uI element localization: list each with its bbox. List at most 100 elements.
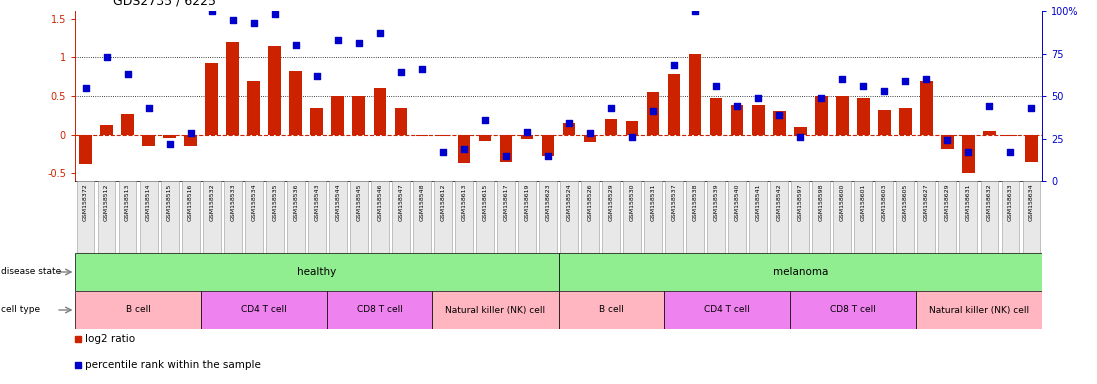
Bar — [310, 108, 323, 135]
Text: GSM158541: GSM158541 — [756, 183, 760, 221]
Bar — [432, 291, 558, 329]
Bar — [815, 96, 827, 135]
Point — [224, 17, 241, 23]
Bar — [327, 291, 432, 329]
Text: GSM158512: GSM158512 — [104, 183, 109, 221]
Bar — [226, 42, 239, 135]
Text: GSM158617: GSM158617 — [504, 183, 508, 221]
Bar — [563, 123, 575, 135]
Bar — [602, 181, 620, 253]
Bar — [143, 135, 155, 146]
Text: GSM158615: GSM158615 — [483, 183, 487, 220]
Bar — [203, 181, 220, 253]
Point — [917, 76, 935, 82]
Bar — [122, 114, 134, 135]
Bar — [497, 181, 514, 253]
Text: GSM158623: GSM158623 — [545, 183, 551, 221]
Bar — [584, 135, 597, 142]
Text: GSM158529: GSM158529 — [609, 183, 613, 221]
Text: GSM158612: GSM158612 — [440, 183, 445, 221]
Bar — [521, 135, 533, 139]
Bar — [308, 181, 326, 253]
Bar — [224, 181, 241, 253]
Bar — [644, 181, 661, 253]
Text: GSM158533: GSM158533 — [230, 183, 235, 221]
Text: GSM158542: GSM158542 — [777, 183, 782, 221]
Point — [287, 42, 305, 48]
Point — [371, 30, 388, 36]
Point — [728, 103, 746, 109]
Point — [265, 12, 283, 18]
Text: GSM158544: GSM158544 — [336, 183, 340, 221]
Bar — [962, 135, 975, 173]
Point — [245, 20, 262, 26]
Text: GSM158597: GSM158597 — [798, 183, 803, 221]
Bar — [668, 74, 680, 135]
Text: GSM158530: GSM158530 — [630, 183, 634, 221]
Text: percentile rank within the sample: percentile rank within the sample — [84, 360, 260, 370]
Point — [666, 62, 683, 68]
Point — [623, 134, 641, 140]
Bar — [561, 181, 578, 253]
Point — [77, 84, 94, 91]
Bar — [265, 181, 284, 253]
Point — [749, 94, 767, 101]
Bar — [269, 46, 281, 135]
Text: GSM158372: GSM158372 — [83, 183, 88, 221]
Bar — [938, 181, 957, 253]
Text: GSM158634: GSM158634 — [1029, 183, 1034, 221]
Bar — [182, 181, 200, 253]
Point — [139, 105, 157, 111]
Point — [161, 141, 179, 147]
Bar — [329, 181, 347, 253]
Bar — [623, 181, 641, 253]
Bar — [834, 181, 851, 253]
Text: GSM158524: GSM158524 — [566, 183, 572, 221]
Point — [834, 76, 851, 82]
Bar — [434, 181, 452, 253]
Point — [329, 37, 347, 43]
Point — [98, 54, 115, 60]
Bar — [960, 181, 977, 253]
Bar — [539, 181, 557, 253]
Text: GSM158601: GSM158601 — [861, 183, 866, 220]
Point — [687, 8, 704, 14]
Bar — [499, 135, 512, 162]
Bar — [878, 110, 891, 135]
Bar — [371, 181, 388, 253]
Text: GSM158543: GSM158543 — [314, 183, 319, 221]
Bar — [900, 108, 912, 135]
Point — [518, 129, 535, 135]
Point — [1022, 105, 1040, 111]
Text: CD8 T cell: CD8 T cell — [829, 306, 875, 314]
Bar — [160, 181, 179, 253]
Bar — [457, 135, 471, 163]
Text: Natural killer (NK) cell: Natural killer (NK) cell — [929, 306, 1029, 314]
Text: GSM158548: GSM158548 — [419, 183, 425, 221]
Point — [855, 83, 872, 89]
Bar — [855, 181, 872, 253]
Text: GSM158515: GSM158515 — [167, 183, 172, 220]
Point — [118, 71, 136, 77]
Bar — [1026, 135, 1038, 162]
Bar — [728, 181, 746, 253]
Bar — [412, 181, 431, 253]
Point — [561, 120, 578, 126]
Bar — [139, 181, 158, 253]
Text: GSM158516: GSM158516 — [188, 183, 193, 220]
Bar — [395, 108, 407, 135]
Bar — [790, 291, 916, 329]
Point — [434, 149, 452, 155]
Bar — [79, 135, 92, 164]
Bar — [100, 125, 113, 135]
Text: GSM158627: GSM158627 — [924, 183, 929, 221]
Bar — [836, 96, 849, 135]
Bar — [708, 181, 725, 253]
Text: B cell: B cell — [599, 306, 623, 314]
Bar — [350, 181, 367, 253]
Bar — [248, 81, 260, 135]
Point — [581, 130, 599, 136]
Text: CD8 T cell: CD8 T cell — [357, 306, 403, 314]
Text: GSM158537: GSM158537 — [671, 183, 677, 221]
Text: GSM158619: GSM158619 — [524, 183, 530, 221]
